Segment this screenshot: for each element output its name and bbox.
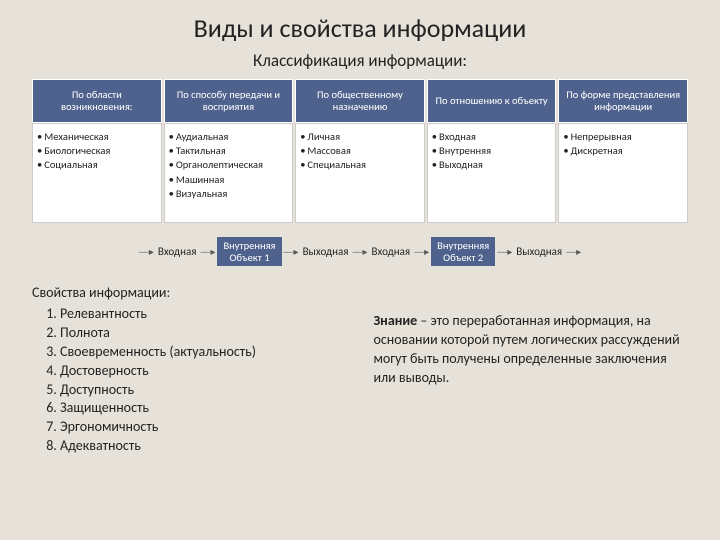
flow-box-line: Объект 2 bbox=[443, 251, 483, 264]
list-item: Внутренняя bbox=[432, 144, 552, 158]
properties-list: РелевантностьПолнотаСвоевременность (акт… bbox=[32, 305, 353, 456]
list-item: Адекватность bbox=[60, 437, 353, 456]
arrow-icon: ──▸ bbox=[139, 245, 154, 258]
col-head: По способу передачи и восприятия bbox=[164, 79, 294, 123]
col-head: По общественному назначению bbox=[295, 79, 425, 123]
arrow-icon: ──▸ bbox=[200, 245, 215, 258]
page-title: Виды и свойства информации bbox=[32, 12, 688, 44]
list-item: Непрерывная bbox=[563, 130, 683, 144]
col-head: По форме представления информации bbox=[558, 79, 688, 123]
list-item: Органолептическая bbox=[169, 158, 289, 172]
col-body: ЛичнаяМассоваяСпециальная bbox=[295, 123, 425, 223]
list-item: Эргономичность bbox=[60, 418, 353, 437]
col-0: По области возникновения: МеханическаяБи… bbox=[32, 79, 162, 223]
list-item: Массовая bbox=[300, 144, 420, 158]
arrow-icon: ──▸ bbox=[414, 245, 429, 258]
list-item: Визуальная bbox=[169, 187, 289, 201]
col-body: ВходнаяВнутренняяВыходная bbox=[427, 123, 557, 223]
list-item: Машинная bbox=[169, 173, 289, 187]
col-body: НепрерывнаяДискретная bbox=[558, 123, 688, 223]
arrow-icon: ──▸ bbox=[284, 245, 299, 258]
col-head: По области возникновения: bbox=[32, 79, 162, 123]
list-item: Своевременность (актуальность) bbox=[60, 343, 353, 362]
list-item: Полнота bbox=[60, 324, 353, 343]
list-item: Достоверность bbox=[60, 362, 353, 381]
bottom-row: Свойства информации: РелевантностьПолнот… bbox=[32, 284, 688, 456]
list-item: Входная bbox=[432, 130, 552, 144]
col-4: По форме представления информации Непрер… bbox=[558, 79, 688, 223]
flow-label-out: Выходная bbox=[301, 245, 351, 258]
list-item: Защищенность bbox=[60, 399, 353, 418]
list-item: Тактильная bbox=[169, 144, 289, 158]
list-item: Релевантность bbox=[60, 305, 353, 324]
flow-label-in: Входная bbox=[156, 245, 199, 258]
list-item: Выходная bbox=[432, 158, 552, 172]
list-item: Аудиальная bbox=[169, 130, 289, 144]
col-body: АудиальнаяТактильнаяОрганолептическаяМаш… bbox=[164, 123, 294, 223]
flow-diagram: ──▸ Входная ──▸ Внутренняя Объект 1 ──▸ … bbox=[32, 237, 688, 266]
list-item: Биологическая bbox=[37, 144, 157, 158]
list-item: Личная bbox=[300, 130, 420, 144]
definition-text: – это переработанная информация, на осно… bbox=[373, 312, 679, 386]
arrow-icon: ──▸ bbox=[566, 245, 581, 258]
arrow-icon: ──▸ bbox=[352, 245, 367, 258]
definition-block: Знание – это переработанная информация, … bbox=[373, 284, 688, 456]
subtitle: Классификация информации: bbox=[32, 50, 688, 71]
col-3: По отношению к объекту ВходнаяВнутренняя… bbox=[427, 79, 557, 223]
list-item: Специальная bbox=[300, 158, 420, 172]
classification-table: По области возникновения: МеханическаяБи… bbox=[32, 79, 688, 223]
col-head: По отношению к объекту bbox=[427, 79, 557, 123]
arrow-icon: ──▸ bbox=[497, 245, 512, 258]
list-item: Социальная bbox=[37, 158, 157, 172]
flow-box-line: Объект 1 bbox=[229, 251, 269, 264]
list-item: Дискретная bbox=[563, 144, 683, 158]
flow-label-in: Входная bbox=[370, 245, 413, 258]
list-item: Доступность bbox=[60, 381, 353, 400]
flow-box-2: Внутренняя Объект 2 bbox=[431, 237, 495, 266]
definition-term: Знание bbox=[373, 312, 417, 329]
flow-label-out: Выходная bbox=[514, 245, 564, 258]
col-1: По способу передачи и восприятия Аудиаль… bbox=[164, 79, 294, 223]
properties-title: Свойства информации: bbox=[32, 284, 353, 303]
col-2: По общественному назначению ЛичнаяМассов… bbox=[295, 79, 425, 223]
flow-box-1: Внутренняя Объект 1 bbox=[217, 237, 281, 266]
list-item: Механическая bbox=[37, 130, 157, 144]
properties-block: Свойства информации: РелевантностьПолнот… bbox=[32, 284, 353, 456]
col-body: МеханическаяБиологическаяСоциальная bbox=[32, 123, 162, 223]
